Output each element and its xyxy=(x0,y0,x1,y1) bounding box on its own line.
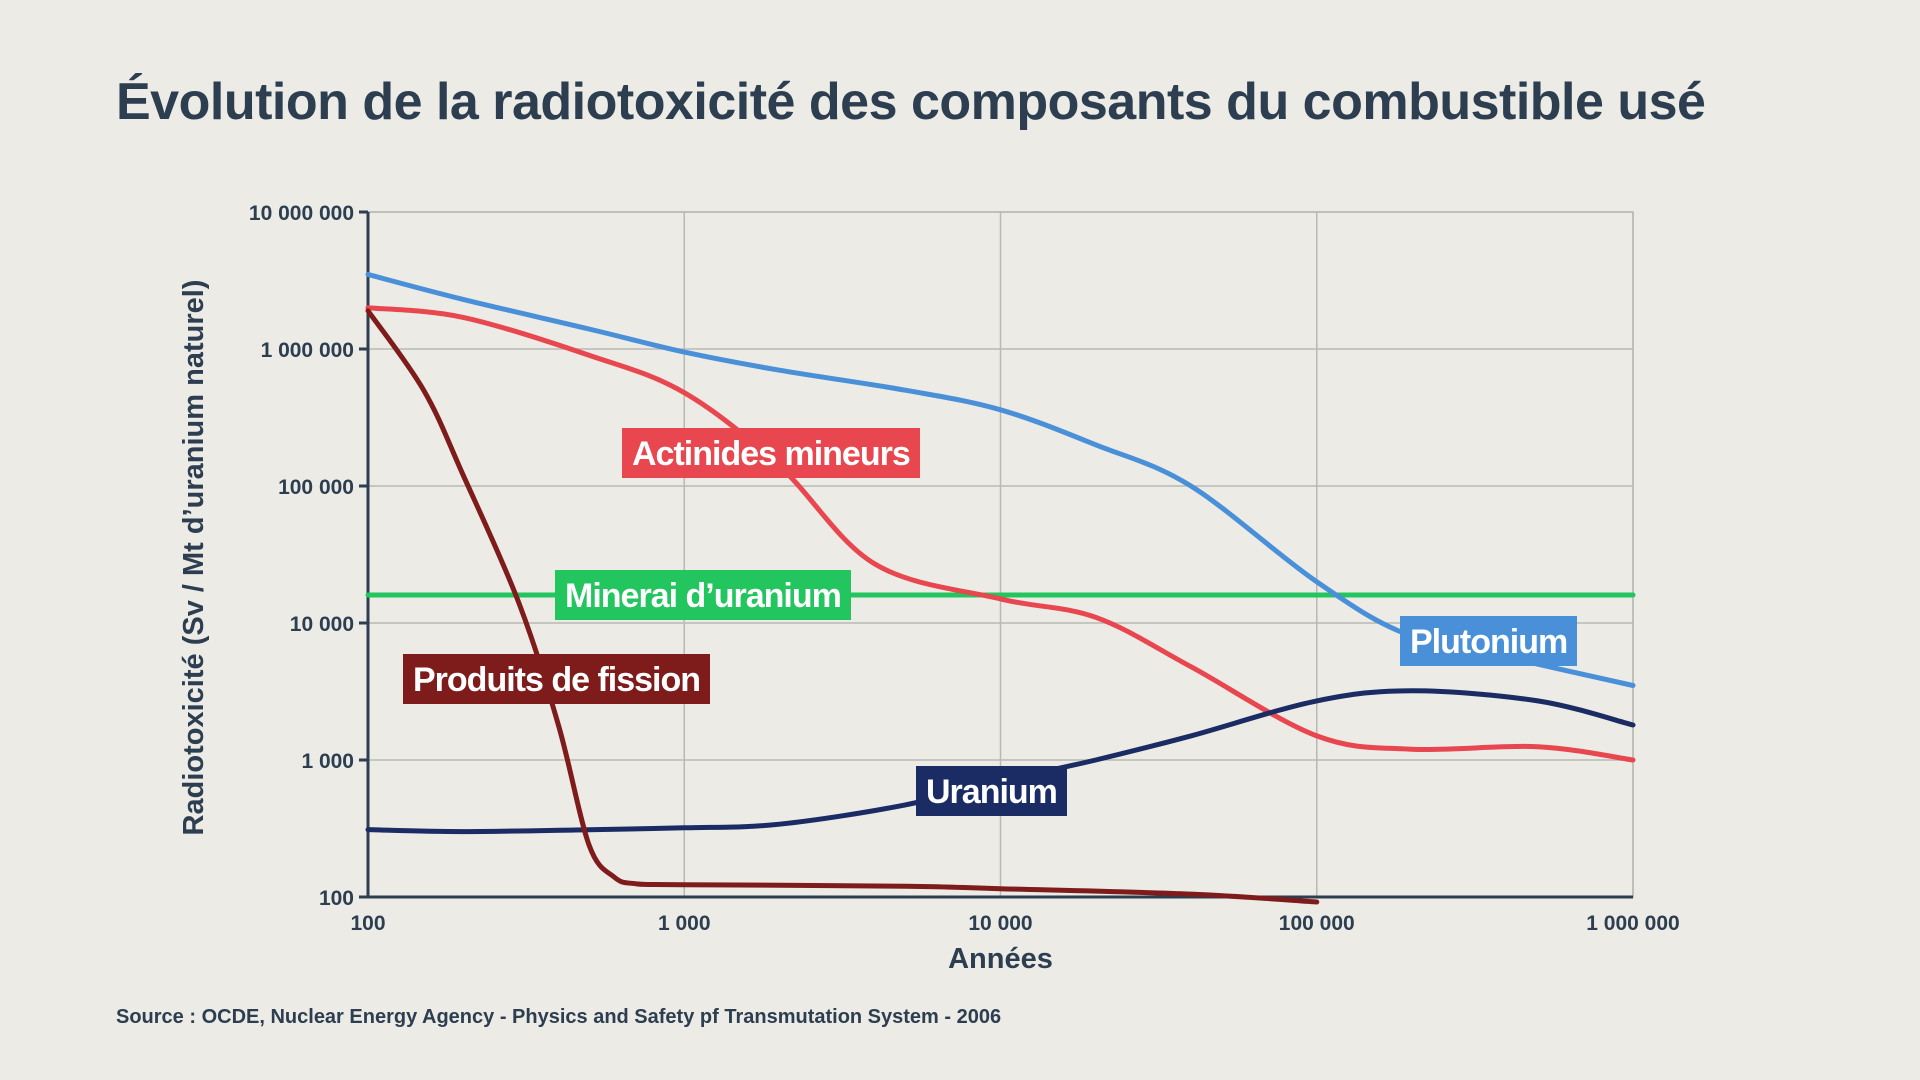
x-tick-label: 1 000 xyxy=(658,912,711,935)
x-tick-label: 10 000 xyxy=(968,912,1032,935)
y-tick-label: 1 000 xyxy=(301,750,354,773)
y-tick-label: 100 000 xyxy=(278,476,354,499)
y-tick-label: 1 000 000 xyxy=(261,339,354,362)
series-labels: Actinides mineurs Minerai d’uranium Pluton… xyxy=(403,428,1577,816)
y-tick-label: 10 000 xyxy=(290,613,354,636)
source-note: Source : OCDE, Nuclear Energy Agency - P… xyxy=(116,1006,1002,1028)
series-label-produits-de-fission: Produits de fission xyxy=(403,654,710,704)
series-line-produits-de-fission xyxy=(365,308,1320,905)
series-label-actinides-mineurs: Actinides mineurs xyxy=(622,428,920,478)
series-label-plutonium: Plutonium xyxy=(1400,616,1577,666)
chart-title: Évolution de la radiotoxicité des compos… xyxy=(116,73,1706,131)
y-tick-label: 100 xyxy=(319,887,354,910)
series-label-text: Produits de fission xyxy=(413,661,700,699)
series-label-bg xyxy=(555,570,851,620)
x-tick-label: 100 000 xyxy=(1279,912,1355,935)
series-label-text: Actinides mineurs xyxy=(632,435,910,473)
series-line-actinides-mineurs xyxy=(365,305,1636,763)
series-label-text: Minerai d’uranium xyxy=(565,577,841,615)
y-axis-title: Radiotoxicité (Sv / Mt d’uranium naturel… xyxy=(178,280,210,836)
series-label-uranium: Uranium xyxy=(916,766,1067,816)
series-label-bg xyxy=(1400,616,1577,666)
x-tick-label: 1 000 000 xyxy=(1586,912,1679,935)
series-label-bg xyxy=(622,428,920,478)
x-axis-title: Années xyxy=(948,943,1053,975)
axes: 100 1 000 10 000 100 000 1 000 000 100 1 000 10… xyxy=(249,202,1680,935)
x-tick-label: 100 xyxy=(350,912,385,935)
series-label-text: Plutonium xyxy=(1410,623,1567,661)
y-tick-label: 10 000 000 xyxy=(249,202,354,225)
series-label-text: Uranium xyxy=(926,773,1057,811)
series-label-minerai-d-uranium: Minerai d’uranium xyxy=(555,570,851,620)
series-label-bg xyxy=(403,654,710,704)
series-label-bg xyxy=(916,766,1067,816)
